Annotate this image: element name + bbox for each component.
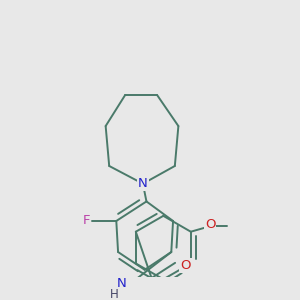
Text: O: O [180,259,190,272]
Text: F: F [82,214,90,227]
Text: N: N [117,278,127,290]
Text: O: O [205,218,215,231]
Text: N: N [138,177,148,190]
Text: H: H [110,289,119,300]
